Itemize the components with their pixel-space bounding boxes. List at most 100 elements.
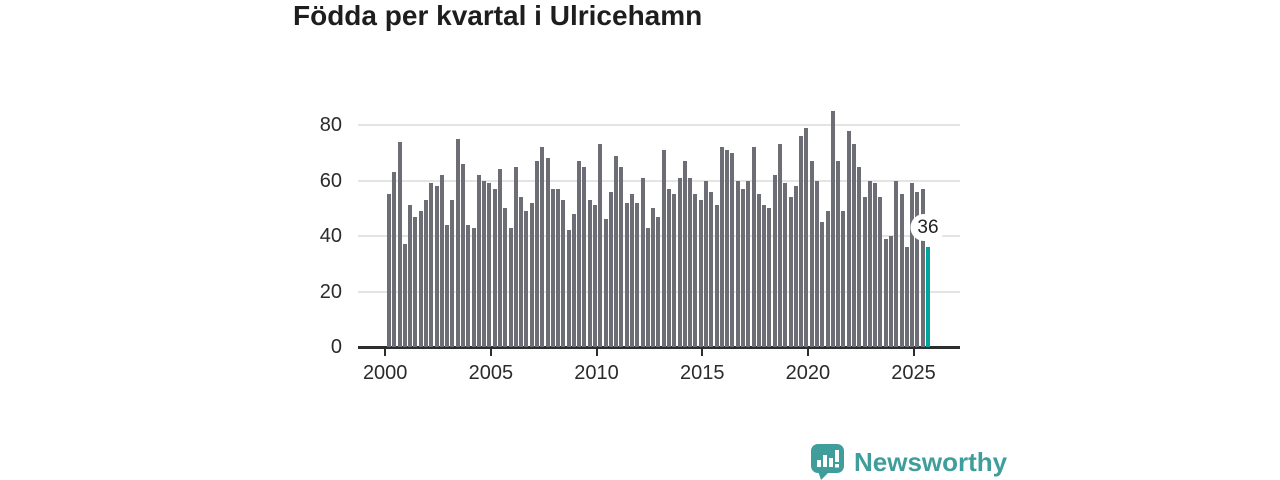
bar-2003-Q4 xyxy=(466,224,471,347)
bar-2016-Q3 xyxy=(735,180,740,347)
bar-2020-Q2 xyxy=(814,180,819,347)
bar-2024-Q2 xyxy=(899,194,904,347)
chart-title: Födda per kvartal i Ulricehamn xyxy=(293,0,703,31)
bar-2005-Q2 xyxy=(497,169,502,347)
bar-2000-Q4 xyxy=(402,244,407,347)
bar-2021-Q1 xyxy=(830,111,835,347)
bar-2021-Q3 xyxy=(841,211,846,347)
bar-2004-Q1 xyxy=(471,227,476,347)
y-axis-label-20: 20 xyxy=(319,280,342,303)
bar-2022-Q3 xyxy=(862,197,867,347)
x-axis-label-2005: 2005 xyxy=(468,362,514,384)
gridline-y-80 xyxy=(358,124,960,126)
bar-2008-Q4 xyxy=(571,213,576,347)
bar-2002-Q4 xyxy=(445,224,450,347)
bar-2008-Q1 xyxy=(556,188,561,347)
bar-2012-Q2 xyxy=(645,227,650,347)
bar-2010-Q2 xyxy=(603,219,608,347)
bar-2017-Q4 xyxy=(762,205,767,347)
bar-2012-Q3 xyxy=(651,208,656,347)
bar-2019-Q1 xyxy=(788,197,793,347)
bar-2005-Q1 xyxy=(492,188,497,347)
gridline-y-60 xyxy=(358,179,960,182)
bar-2006-Q3 xyxy=(524,211,529,347)
bar-2018-Q3 xyxy=(777,144,782,347)
bar-2014-Q1 xyxy=(682,161,687,347)
bar-2023-Q3 xyxy=(883,238,888,347)
bar-2021-Q4 xyxy=(846,130,851,347)
bar-2011-Q1 xyxy=(619,166,624,347)
bar-2022-Q2 xyxy=(857,166,862,347)
bar-2001-Q2 xyxy=(413,216,418,347)
bar-2001-Q1 xyxy=(408,205,413,347)
y-axis-label-40: 40 xyxy=(319,225,342,247)
x-axis-label-2000: 2000 xyxy=(362,362,408,384)
y-axis-label-80: 80 xyxy=(319,114,342,136)
bar-2005-Q3 xyxy=(503,208,508,347)
bar-2023-Q1 xyxy=(873,183,878,347)
bar-2009-Q3 xyxy=(587,199,592,347)
bar-2018-Q2 xyxy=(772,174,777,347)
bar-2008-Q2 xyxy=(561,199,566,347)
bar-2017-Q3 xyxy=(756,194,761,347)
x-axis-label-2025: 2025 xyxy=(891,362,936,384)
y-axis-label-60: 60 xyxy=(319,169,342,192)
bar-2009-Q4 xyxy=(593,205,598,347)
bar-2024-Q1 xyxy=(894,180,899,347)
bar-2002-Q3 xyxy=(439,174,444,347)
bar-2013-Q2 xyxy=(667,188,672,347)
x-axis-tick-2015 xyxy=(701,349,704,356)
bar-2020-Q3 xyxy=(820,222,825,347)
bar-2022-Q1 xyxy=(851,144,856,347)
bar-2015-Q2 xyxy=(709,191,714,347)
bar-2000-Q2 xyxy=(392,172,397,347)
bar-2013-Q4 xyxy=(677,177,682,347)
bar-2014-Q3 xyxy=(693,194,698,347)
x-axis-tick-2025 xyxy=(912,349,915,356)
bar-2004-Q4 xyxy=(487,183,492,347)
bar-2023-Q2 xyxy=(878,197,883,347)
bar-2009-Q1 xyxy=(577,161,582,347)
bar-2024-Q3 xyxy=(904,247,909,347)
bar-2011-Q3 xyxy=(630,194,635,347)
bar-2016-Q2 xyxy=(730,152,735,347)
bar-highlight-2025-Q3 xyxy=(925,247,930,347)
bar-2006-Q2 xyxy=(519,197,524,347)
bar-2020-Q4 xyxy=(825,211,830,347)
bar-2000-Q3 xyxy=(397,141,402,347)
bar-2016-Q4 xyxy=(740,188,745,347)
bar-2004-Q2 xyxy=(476,174,481,347)
bar-2022-Q4 xyxy=(867,180,872,347)
bar-2023-Q4 xyxy=(888,236,893,347)
bar-2007-Q4 xyxy=(550,188,555,347)
bar-2003-Q1 xyxy=(450,199,455,347)
bar-2018-Q1 xyxy=(767,208,772,347)
x-axis-line xyxy=(358,346,960,349)
bar-2017-Q2 xyxy=(751,147,756,347)
x-axis-label-2020: 2020 xyxy=(785,362,831,384)
bar-2011-Q4 xyxy=(635,202,640,347)
x-axis-tick-2020 xyxy=(806,349,809,356)
bar-2010-Q1 xyxy=(598,144,603,347)
newsworthy-logo[interactable]: Newsworthy xyxy=(810,443,1007,480)
bar-2014-Q2 xyxy=(688,177,693,347)
bar-2007-Q3 xyxy=(545,158,550,347)
bar-2020-Q1 xyxy=(809,161,814,347)
bar-2015-Q1 xyxy=(704,180,708,347)
bar-2007-Q2 xyxy=(540,147,545,347)
x-axis-tick-2000 xyxy=(384,349,387,356)
bar-2015-Q4 xyxy=(719,147,724,347)
newsworthy-logo-text: Newsworthy xyxy=(854,446,1008,477)
bar-2019-Q4 xyxy=(804,127,809,347)
bar-2012-Q1 xyxy=(640,177,645,347)
bar-2006-Q1 xyxy=(513,166,518,347)
bar-2011-Q2 xyxy=(624,202,629,347)
bar-2012-Q4 xyxy=(656,216,661,347)
bar-2021-Q2 xyxy=(836,161,841,347)
bar-2009-Q2 xyxy=(582,166,587,347)
bar-2008-Q3 xyxy=(566,230,571,347)
bar-2013-Q1 xyxy=(661,149,666,347)
bar-2000-Q1 xyxy=(387,194,391,347)
